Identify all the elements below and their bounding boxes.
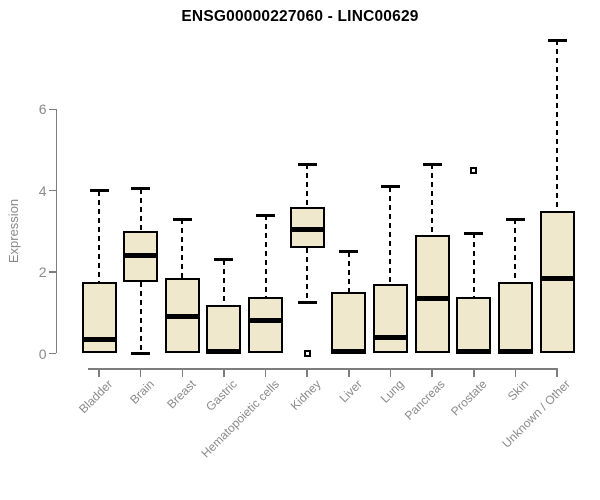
y-tick-label: 0	[38, 345, 47, 362]
box-hematopoietic-cells	[248, 296, 284, 354]
x-tick	[389, 369, 392, 377]
median-unknown-other	[539, 275, 575, 281]
whisker-upper-unknown-other	[556, 40, 559, 212]
x-tick	[306, 369, 308, 377]
box-liver	[331, 292, 367, 354]
whisker-upper-kidney	[306, 164, 309, 207]
y-tick-label: 6	[38, 101, 47, 118]
whisker-upper-pancreas	[431, 164, 434, 236]
y-tick-label: 4	[38, 182, 47, 199]
whisker-cap-upper-liver	[339, 250, 359, 254]
median-kidney	[289, 226, 325, 232]
x-tick	[223, 369, 225, 377]
x-tick	[556, 369, 558, 377]
x-tick-label-pancreas: Pancreas	[402, 377, 449, 423]
chart-title: ENSG00000227060 - LINC00629	[181, 8, 419, 25]
x-tick-label-bladder: Bladder	[75, 377, 115, 417]
median-gastric	[206, 348, 242, 354]
x-tick-label-liver: Liver	[336, 377, 365, 406]
x-tick	[431, 369, 433, 377]
whisker-cap-upper-prostate	[464, 231, 484, 235]
whisker-upper-hematopoietic-cells	[264, 215, 267, 297]
median-lung	[372, 334, 408, 340]
x-tick-label-lung: Lung	[377, 377, 407, 406]
whisker-upper-gastric	[222, 259, 225, 305]
y-tick	[48, 352, 56, 355]
whisker-cap-upper-breast	[172, 217, 192, 221]
outlier-kidney	[303, 350, 311, 357]
whisker-upper-liver	[347, 251, 350, 293]
whisker-upper-skin	[514, 219, 517, 283]
whisker-upper-breast	[181, 219, 184, 279]
y-tick-label: 2	[38, 264, 47, 281]
median-breast	[164, 314, 200, 320]
whisker-cap-upper-unknown-other	[547, 38, 567, 42]
whisker-cap-upper-hematopoietic-cells	[256, 213, 276, 217]
median-prostate	[456, 348, 492, 354]
outlier-prostate	[470, 166, 478, 174]
whisker-cap-lower-kidney	[297, 301, 317, 305]
box-prostate	[456, 296, 492, 354]
median-bladder	[81, 336, 117, 342]
y-axis-line	[55, 109, 57, 354]
box-pancreas	[414, 235, 450, 354]
x-tick-label-prostate: Prostate	[448, 377, 490, 419]
x-tick	[264, 369, 267, 377]
x-tick	[514, 369, 517, 377]
x-tick-label-brain: Brain	[126, 377, 157, 407]
median-pancreas	[414, 296, 450, 302]
x-tick	[98, 369, 100, 377]
whisker-cap-upper-pancreas	[422, 162, 442, 166]
box-lung	[372, 284, 408, 354]
median-brain	[123, 253, 159, 259]
whisker-upper-prostate	[472, 233, 475, 297]
median-hematopoietic-cells	[248, 318, 284, 324]
whisker-cap-upper-bladder	[89, 189, 109, 193]
x-axis-line	[88, 368, 559, 370]
whisker-lower-brain	[139, 282, 142, 354]
y-tick	[48, 189, 56, 192]
x-tick	[473, 369, 475, 377]
x-tick	[348, 369, 350, 377]
x-tick-label-hematopoietic-cells: Hematopoietic cells	[197, 377, 282, 461]
x-tick-label-gastric: Gastric	[203, 377, 240, 414]
whisker-upper-lung	[389, 186, 392, 285]
whisker-cap-upper-brain	[131, 187, 151, 191]
median-liver	[331, 348, 367, 354]
x-tick-label-breast: Breast	[163, 377, 199, 412]
box-bladder	[81, 282, 117, 354]
x-tick-label-kidney: Kidney	[287, 377, 324, 413]
x-tick	[139, 369, 142, 377]
whisker-lower-kidney	[306, 247, 309, 303]
y-tick	[48, 108, 56, 111]
x-tick	[181, 369, 184, 377]
y-tick	[48, 271, 56, 273]
whisker-cap-upper-skin	[505, 217, 525, 221]
whisker-cap-lower-brain	[131, 352, 151, 355]
box-skin	[497, 282, 533, 354]
x-tick-label-skin: Skin	[504, 377, 532, 404]
box-gastric	[206, 304, 242, 354]
median-skin	[497, 348, 533, 354]
whisker-cap-upper-gastric	[214, 258, 234, 262]
box-unknown-other	[539, 211, 575, 354]
whisker-upper-brain	[139, 188, 142, 232]
whisker-cap-upper-kidney	[297, 162, 317, 166]
whisker-cap-upper-lung	[380, 185, 400, 189]
whisker-upper-bladder	[98, 190, 100, 283]
